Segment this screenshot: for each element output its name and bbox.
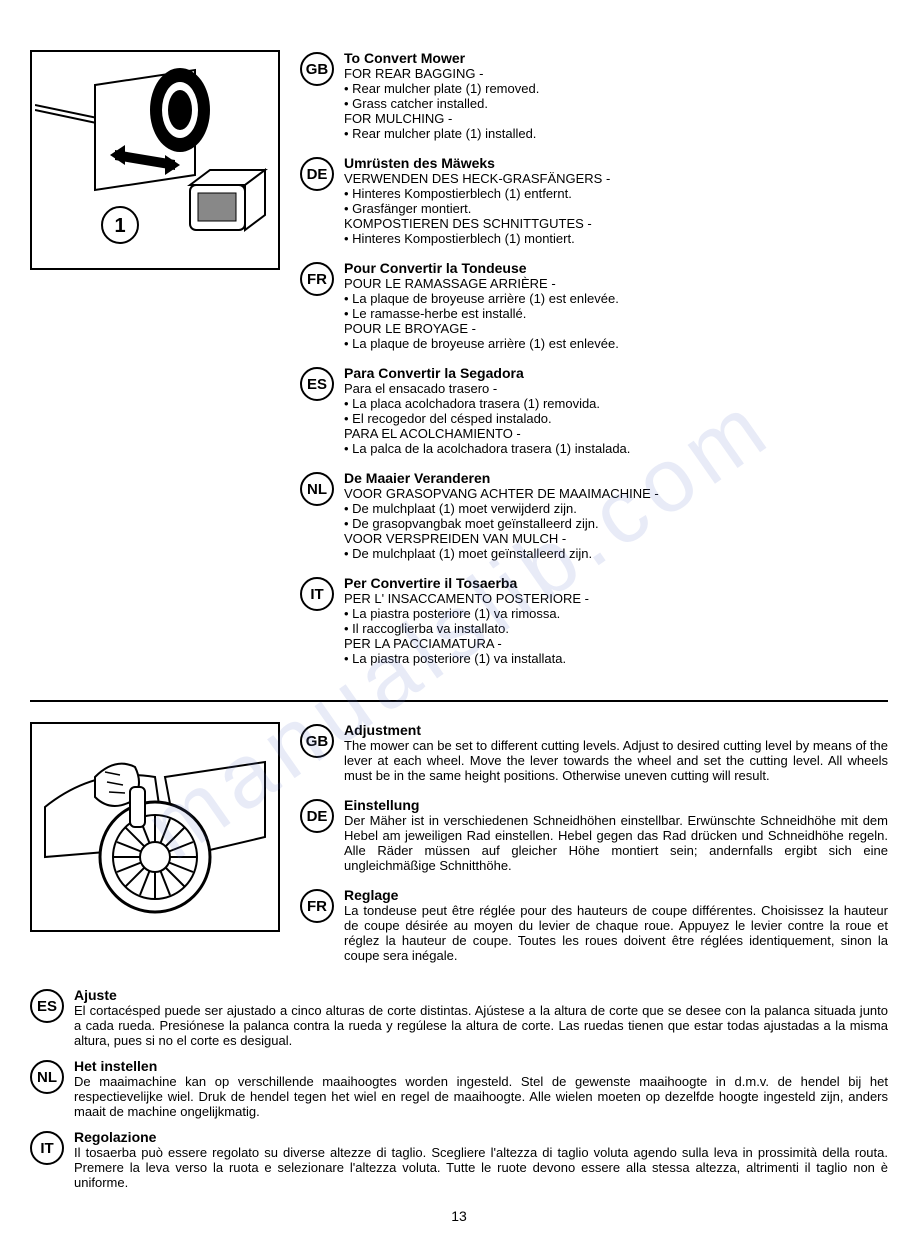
lang-badge-it: IT — [30, 1131, 64, 1165]
lang-block-de: DE Umrüsten des Mäweks VERWENDEN DES HEC… — [300, 155, 888, 246]
lang-sub: FOR REAR BAGGING - — [344, 66, 888, 81]
bullet: De mulchplaat (1) moet verwijderd zijn. — [344, 501, 888, 516]
lang-badge-nl: NL — [300, 472, 334, 506]
lang-badge-es: ES — [300, 367, 334, 401]
mulcher-diagram-icon: 1 — [35, 55, 275, 265]
bullet: Hinteres Kompostierblech (1) montiert. — [344, 231, 888, 246]
page-number: 13 — [30, 1208, 888, 1224]
bullet: La piastra posteriore (1) va installata. — [344, 651, 888, 666]
figure-label: 1 — [114, 215, 125, 237]
bullet: La plaque de broyeuse arrière (1) est en… — [344, 336, 888, 351]
lang-sub: VERWENDEN DES HECK-GRASFÄNGERS - — [344, 171, 888, 186]
convert-text-column: GB To Convert Mower FOR REAR BAGGING - R… — [300, 50, 888, 680]
lang-sub: POUR LE BROYAGE - — [344, 321, 888, 336]
lang-sub: FOR MULCHING - — [344, 111, 888, 126]
section-divider — [30, 700, 888, 702]
lang-sub: VOOR VERSPREIDEN VAN MULCH - — [344, 531, 888, 546]
lang-title: Adjustment — [344, 722, 888, 738]
lang-block-gb: GB Adjustment The mower can be set to di… — [300, 722, 888, 783]
lang-body: La tondeuse peut être réglée pour des ha… — [344, 903, 888, 963]
lang-body: El cortacésped puede ser ajustado a cinc… — [74, 1003, 888, 1048]
figure-mulcher-plate: 1 — [30, 50, 280, 270]
lang-title: Umrüsten des Mäweks — [344, 155, 888, 171]
bullet: La palca de la acolchadora trasera (1) i… — [344, 441, 888, 456]
lang-body: De maaimachine kan op verschillende maai… — [74, 1074, 888, 1119]
bullet: Hinteres Kompostierblech (1) entfernt. — [344, 186, 888, 201]
lang-badge-es: ES — [30, 989, 64, 1023]
lang-title: Regolazione — [74, 1129, 888, 1145]
lang-block-nl-full: NL Het instellen De maaimachine kan op v… — [30, 1058, 888, 1119]
lang-sub: PER L' INSACCAMENTO POSTERIORE - — [344, 591, 888, 606]
lang-sub: PER LA PACCIAMATURA - — [344, 636, 888, 651]
lang-block-nl: NL De Maaier Veranderen VOOR GRASOPVANG … — [300, 470, 888, 561]
lang-block-de: DE Einstellung Der Mäher ist in verschie… — [300, 797, 888, 873]
lang-title: Per Convertire il Tosaerba — [344, 575, 888, 591]
lang-badge-de: DE — [300, 157, 334, 191]
bullet: De mulchplaat (1) moet geïnstalleerd zij… — [344, 546, 888, 561]
bullet: Le ramasse-herbe est installé. — [344, 306, 888, 321]
lang-badge-fr: FR — [300, 889, 334, 923]
lang-badge-fr: FR — [300, 262, 334, 296]
bullet: Grasfänger montiert. — [344, 201, 888, 216]
lang-title: To Convert Mower — [344, 50, 888, 66]
section-adjustment-top: GB Adjustment The mower can be set to di… — [30, 722, 888, 977]
lang-body: Il tosaerba può essere regolato su diver… — [74, 1145, 888, 1190]
lang-badge-de: DE — [300, 799, 334, 833]
bullet: La placa acolchadora trasera (1) removid… — [344, 396, 888, 411]
lang-body: The mower can be set to different cuttin… — [344, 738, 888, 783]
bullet: La piastra posteriore (1) va rimossa. — [344, 606, 888, 621]
lang-title: Para Convertir la Segadora — [344, 365, 888, 381]
adjustment-text-column: GB Adjustment The mower can be set to di… — [300, 722, 888, 977]
lang-title: Einstellung — [344, 797, 888, 813]
lang-title: Het instellen — [74, 1058, 888, 1074]
lang-title: Ajuste — [74, 987, 888, 1003]
bullet: La plaque de broyeuse arrière (1) est en… — [344, 291, 888, 306]
lang-sub: Para el ensacado trasero - — [344, 381, 888, 396]
lang-badge-gb: GB — [300, 52, 334, 86]
lang-title: De Maaier Veranderen — [344, 470, 888, 486]
bullet: De grasopvangbak moet geïnstalleerd zijn… — [344, 516, 888, 531]
bullet: Rear mulcher plate (1) installed. — [344, 126, 888, 141]
lang-block-es-full: ES Ajuste El cortacésped puede ser ajust… — [30, 987, 888, 1048]
lang-block-fr: FR Reglage La tondeuse peut être réglée … — [300, 887, 888, 963]
lang-sub: VOOR GRASOPVANG ACHTER DE MAAIMACHINE - — [344, 486, 888, 501]
lang-block-it-full: IT Regolazione Il tosaerba può essere re… — [30, 1129, 888, 1190]
lang-badge-it: IT — [300, 577, 334, 611]
bullet: Il raccoglierba va installato. — [344, 621, 888, 636]
lang-block-gb: GB To Convert Mower FOR REAR BAGGING - R… — [300, 50, 888, 141]
lang-title: Pour Convertir la Tondeuse — [344, 260, 888, 276]
bullet: Rear mulcher plate (1) removed. — [344, 81, 888, 96]
figure-wheel-adjustment — [30, 722, 280, 932]
lang-badge-nl: NL — [30, 1060, 64, 1094]
lang-block-it: IT Per Convertire il Tosaerba PER L' INS… — [300, 575, 888, 666]
lang-block-fr: FR Pour Convertir la Tondeuse POUR LE RA… — [300, 260, 888, 351]
wheel-adjustment-icon — [35, 727, 275, 927]
lang-title: Reglage — [344, 887, 888, 903]
lang-block-es: ES Para Convertir la Segadora Para el en… — [300, 365, 888, 456]
bullet: El recogedor del césped instalado. — [344, 411, 888, 426]
section-convert: 1 GB To Convert Mower FOR REAR BAGGING -… — [30, 50, 888, 680]
lang-body: Der Mäher ist in verschiedenen Schneidhö… — [344, 813, 888, 873]
lang-sub: POUR LE RAMASSAGE ARRIÈRE - — [344, 276, 888, 291]
lang-sub: KOMPOSTIEREN DES SCHNITTGUTES - — [344, 216, 888, 231]
bullet: Grass catcher installed. — [344, 96, 888, 111]
lang-sub: PARA EL ACOLCHAMIENTO - — [344, 426, 888, 441]
lang-badge-gb: GB — [300, 724, 334, 758]
